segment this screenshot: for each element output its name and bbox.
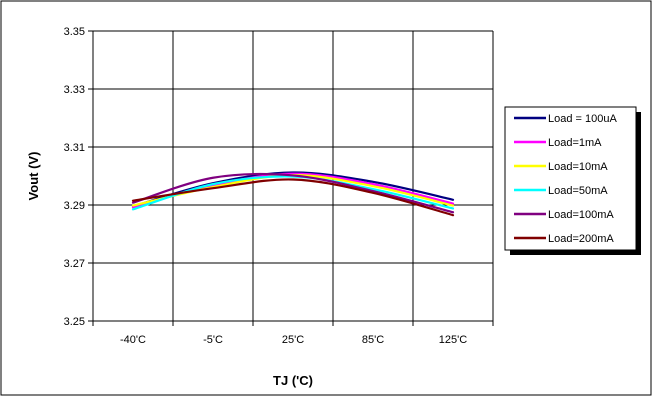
series-line-0 xyxy=(131,171,455,208)
y-tick-label: 3.31 xyxy=(64,142,85,154)
y-axis-title: Vout (V) xyxy=(26,152,41,201)
y-tick-label: 3.29 xyxy=(64,200,85,212)
x-tick-label: -40'C xyxy=(120,334,146,346)
series-line-4 xyxy=(131,172,455,214)
y-tick-label: 3.35 xyxy=(64,26,85,38)
x-tick-label: 85'C xyxy=(362,334,384,346)
x-tick-label: -5'C xyxy=(203,334,223,346)
legend-label: Load=200mA xyxy=(548,233,614,245)
legend-label: Load = 100uA xyxy=(548,113,617,125)
y-tick-label: 3.33 xyxy=(64,84,85,96)
y-tick-label: 3.27 xyxy=(64,258,85,270)
y-tick-label: 3.25 xyxy=(64,316,85,328)
legend-label: Load=50mA xyxy=(548,185,608,197)
legend-label: Load=1mA xyxy=(548,137,602,149)
x-tick-label: 25'C xyxy=(282,334,304,346)
x-axis-title: TJ ('C) xyxy=(273,373,313,388)
x-tick-label: 125'C xyxy=(439,334,467,346)
legend-label: Load=100mA xyxy=(548,209,614,221)
series-line-5 xyxy=(131,178,455,217)
legend-label: Load=10mA xyxy=(548,161,608,173)
legend xyxy=(504,106,637,251)
